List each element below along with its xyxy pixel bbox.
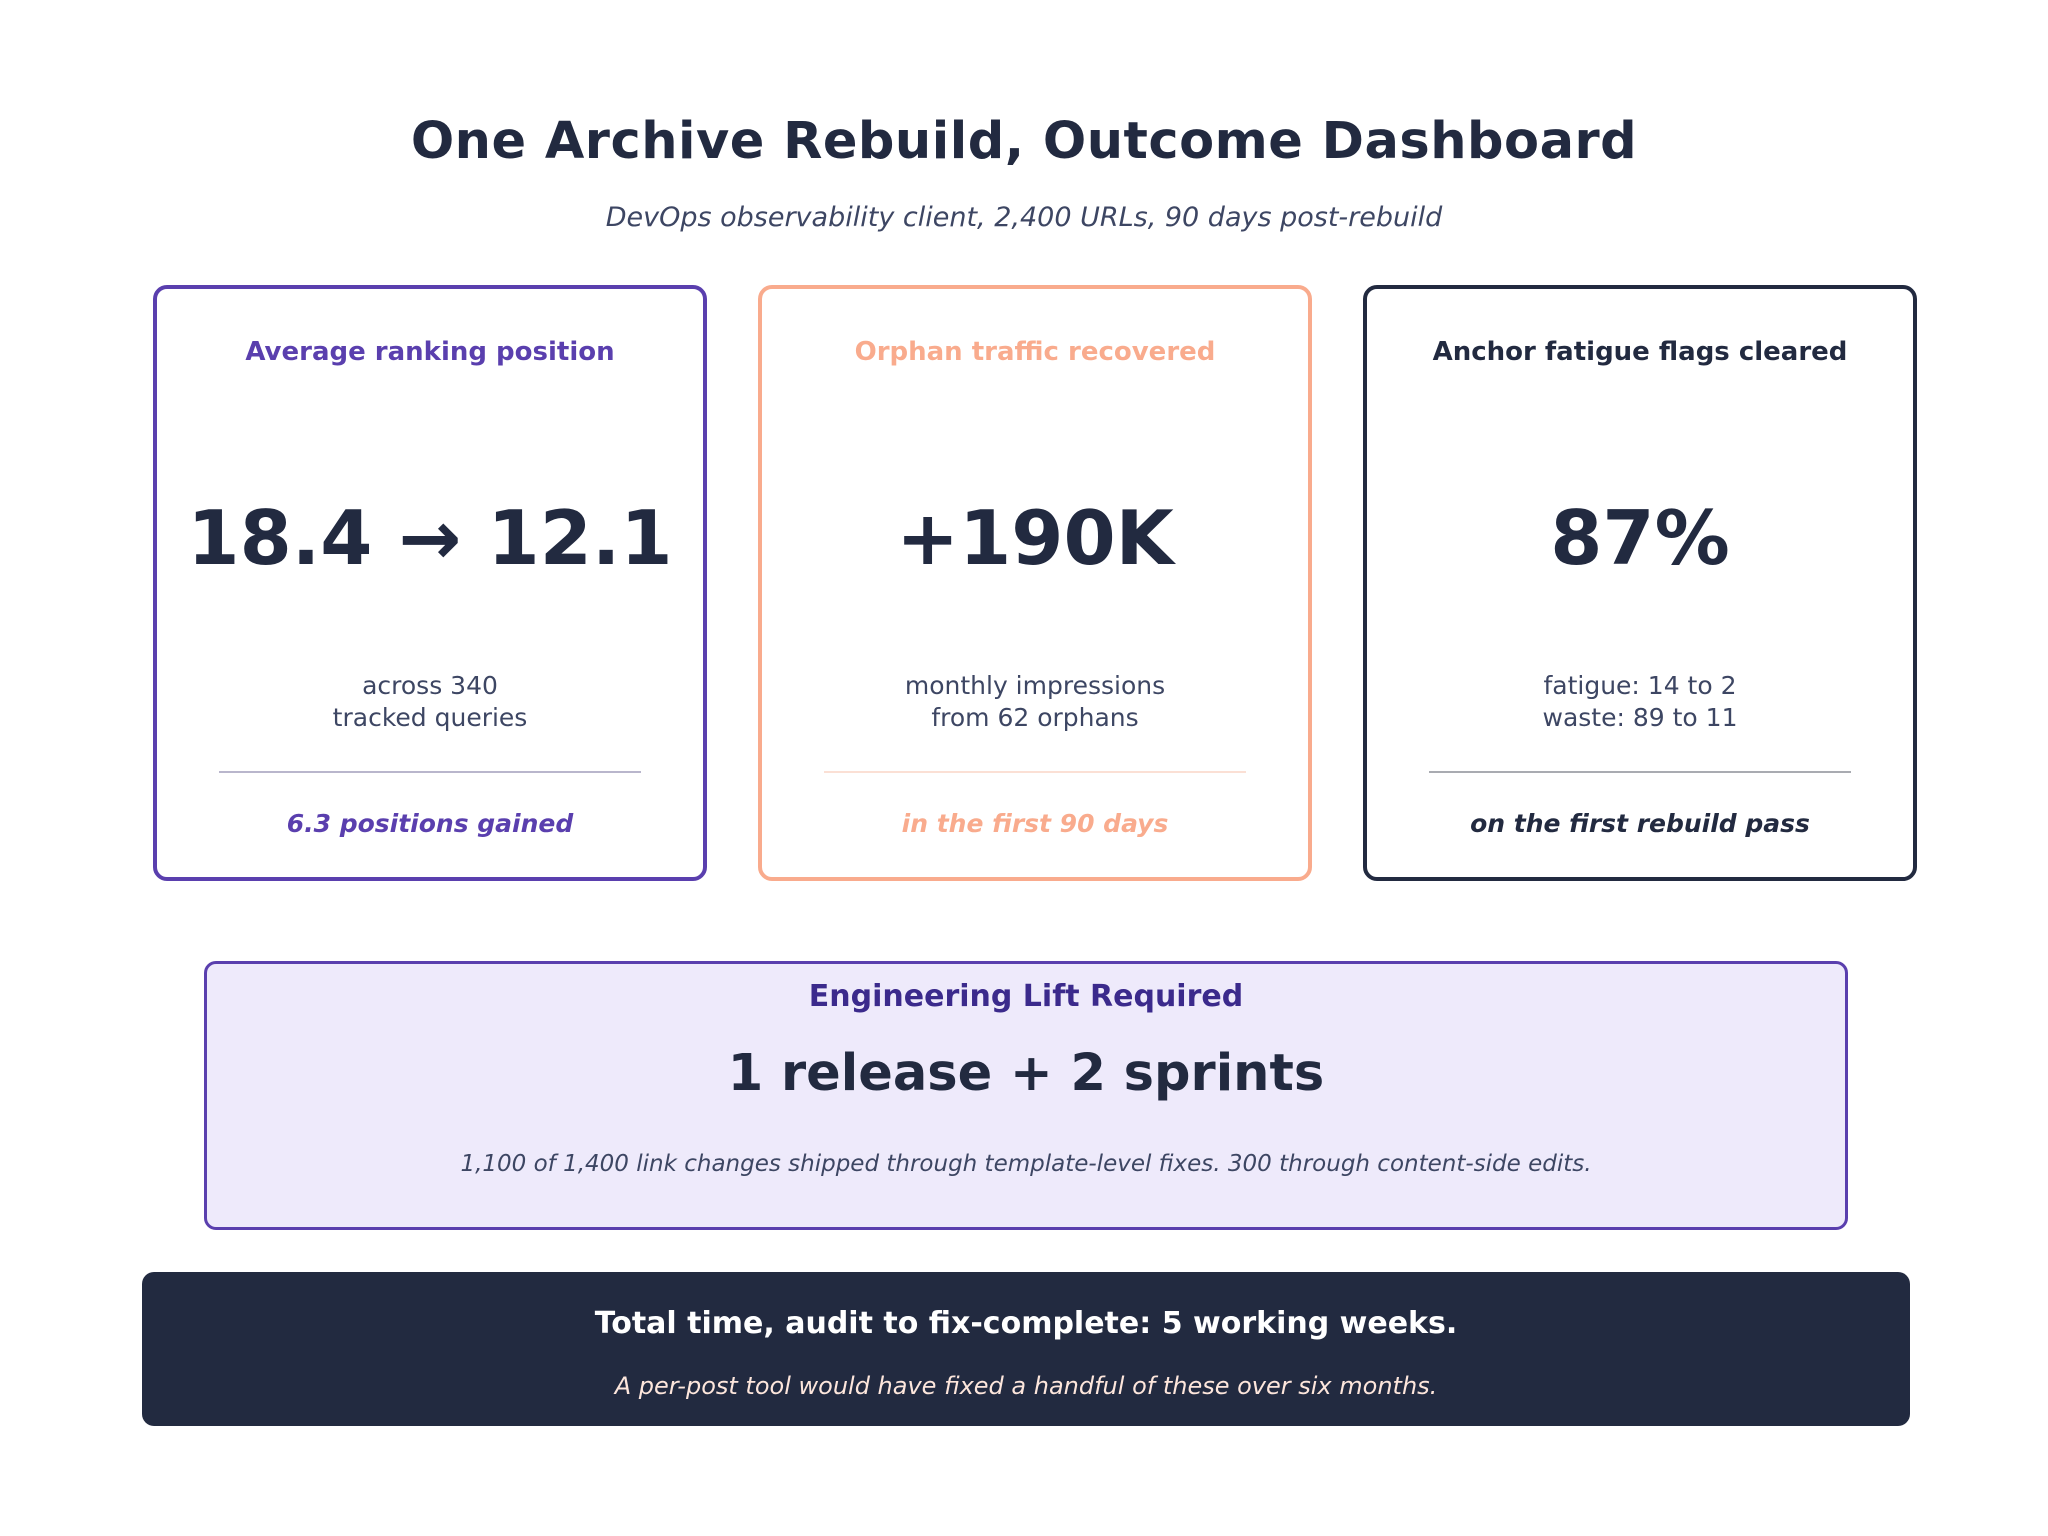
card-description-line: fatigue: 14 to 2 — [1543, 671, 1737, 700]
card-average-ranking: Average ranking position 18.4 → 12.1 acr… — [153, 285, 707, 881]
lift-note: 1,100 of 1,400 link changes shipped thro… — [460, 1151, 1592, 1177]
card-description-line: waste: 89 to 11 — [1542, 703, 1738, 732]
card-value: 87% — [1550, 494, 1730, 582]
banner-main-text: Total time, audit to fix-complete: 5 wor… — [594, 1306, 1458, 1341]
card-footnote: on the first rebuild pass — [1470, 809, 1810, 838]
card-orphan-traffic: Orphan traffic recovered +190K monthly i… — [758, 285, 1312, 881]
page-title: One Archive Rebuild, Outcome Dashboard — [410, 112, 1638, 171]
card-description: monthly impressions from 62 orphans — [762, 670, 1308, 734]
card-value: 18.4 → 12.1 — [187, 494, 673, 582]
lift-value: 1 release + 2 sprints — [727, 1044, 1325, 1103]
card-value: +190K — [896, 494, 1174, 582]
engineering-lift-panel: Engineering Lift Required 1 release + 2 … — [204, 961, 1848, 1230]
card-footnote: 6.3 positions gained — [286, 809, 574, 838]
card-label: Orphan traffic recovered — [854, 337, 1216, 367]
card-description: across 340 tracked queries — [157, 670, 703, 734]
card-label: Anchor fatigue flags cleared — [1432, 337, 1848, 367]
card-description-line: monthly impressions — [904, 671, 1166, 700]
card-footnote: in the first 90 days — [901, 809, 1169, 838]
card-divider — [219, 771, 641, 773]
lift-label: Engineering Lift Required — [808, 979, 1244, 1014]
page-subtitle: DevOps observability client, 2,400 URLs,… — [605, 202, 1443, 233]
card-description: fatigue: 14 to 2 waste: 89 to 11 — [1367, 670, 1913, 734]
card-description-line: from 62 orphans — [931, 703, 1139, 732]
card-description-line: tracked queries — [332, 703, 528, 732]
card-anchor-fatigue: Anchor fatigue flags cleared 87% fatigue… — [1363, 285, 1917, 881]
card-divider — [824, 771, 1246, 773]
banner-sub-text: A per-post tool would have fixed a handf… — [614, 1372, 1438, 1400]
summary-banner: Total time, audit to fix-complete: 5 wor… — [142, 1272, 1910, 1426]
card-description-line: across 340 — [362, 671, 498, 700]
card-label: Average ranking position — [245, 337, 615, 367]
card-divider — [1429, 771, 1851, 773]
